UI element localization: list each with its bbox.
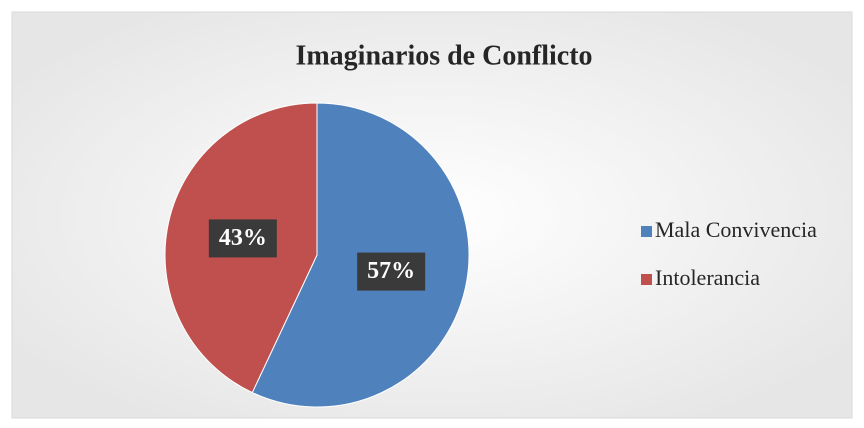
chart-title: Imaginarios de Conflicto — [295, 40, 592, 71]
legend-swatch — [641, 226, 652, 237]
data-label: 43% — [219, 225, 267, 251]
legend-label: Intolerancia — [655, 265, 760, 290]
data-label: 57% — [367, 258, 415, 284]
legend-label: Mala Convivencia — [655, 217, 817, 242]
legend-swatch — [641, 274, 652, 285]
data-label-box — [357, 252, 426, 291]
data-label-box — [208, 219, 277, 258]
